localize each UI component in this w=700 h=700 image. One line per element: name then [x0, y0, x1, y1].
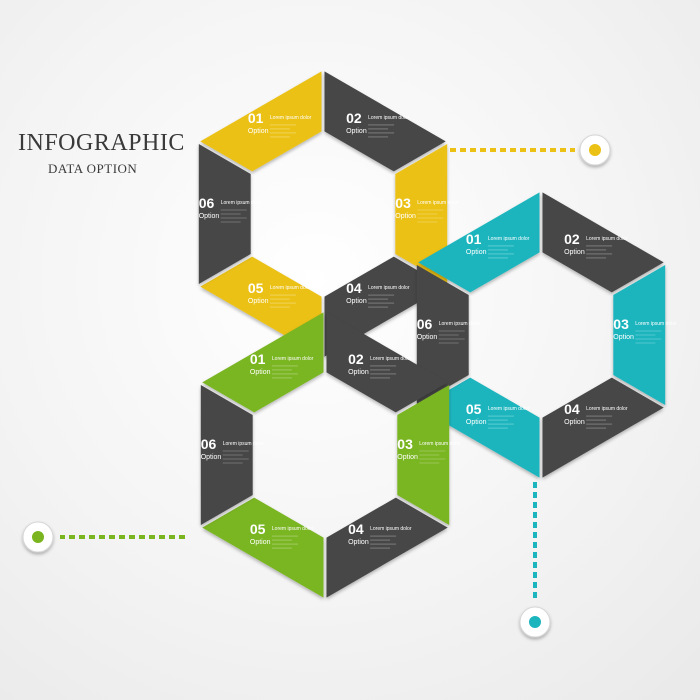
segment-heading: Lorem ipsum dolor — [368, 285, 410, 291]
segment-teal-03[interactable]: 03 Option Lorem ipsum dolor — [613, 265, 677, 405]
segment-heading: Lorem ipsum dolor — [221, 200, 263, 206]
segment-yellow-02[interactable]: 02 Option Lorem ipsum dolor — [324, 71, 446, 172]
segment-shape — [397, 385, 450, 525]
segment-option-label: Option — [250, 539, 271, 546]
connectors-group — [22, 134, 611, 638]
connector-teal — [519, 482, 551, 638]
segment-heading: Lorem ipsum dolor — [488, 406, 530, 412]
segment-number: 05 — [466, 401, 482, 417]
segment-shape — [202, 497, 324, 598]
segment-shape — [324, 71, 446, 172]
segment-shape — [200, 385, 253, 525]
segment-number: 03 — [395, 195, 411, 211]
segment-teal-06[interactable]: 06 Option Lorem ipsum dolor — [417, 265, 481, 405]
segment-teal-02[interactable]: 02 Option Lorem ipsum dolor — [542, 192, 664, 293]
segment-option-label: Option — [564, 419, 585, 426]
segment-heading: Lorem ipsum dolor — [370, 526, 412, 532]
segment-number: 04 — [564, 401, 580, 417]
segment-heading: Lorem ipsum dolor — [272, 356, 314, 362]
segment-option-label: Option — [199, 213, 220, 220]
segment-number: 02 — [348, 351, 364, 367]
segment-option-label: Option — [346, 128, 367, 135]
segment-heading: Lorem ipsum dolor — [419, 441, 461, 447]
segment-option-label: Option — [248, 298, 269, 305]
hexagons-group: 01 Option Lorem ipsum dolor 02 Option Lorem i… — [199, 71, 677, 598]
segment-number: 06 — [201, 436, 217, 452]
segment-green-04[interactable]: 04 Option Lorem ipsum dolor — [326, 497, 448, 598]
segment-green-01[interactable]: 01 Option Lorem ipsum dolor — [202, 312, 324, 413]
connector-marker-dot — [589, 144, 601, 156]
segment-heading: Lorem ipsum dolor — [488, 236, 530, 242]
segment-green-03[interactable]: 03 Option Lorem ipsum dolor — [397, 385, 461, 525]
segment-number: 01 — [466, 231, 482, 247]
segment-shape — [395, 144, 448, 284]
segment-option-label: Option — [613, 334, 634, 341]
segment-heading: Lorem ipsum dolor — [370, 356, 412, 362]
segment-yellow-01[interactable]: 01 Option Lorem ipsum dolor — [200, 71, 322, 172]
segment-heading: Lorem ipsum dolor — [270, 115, 312, 121]
segment-shape — [326, 312, 448, 413]
segment-heading: Lorem ipsum dolor — [586, 406, 628, 412]
segment-yellow-03[interactable]: 03 Option Lorem ipsum dolor — [395, 144, 459, 284]
segment-heading: Lorem ipsum dolor — [635, 321, 677, 327]
segment-teal-01[interactable]: 01 Option Lorem ipsum dolor — [418, 192, 540, 293]
segment-green-02[interactable]: 02 Option Lorem ipsum dolor — [326, 312, 448, 413]
segment-number: 02 — [346, 110, 362, 126]
segment-heading: Lorem ipsum dolor — [270, 285, 312, 291]
segment-option-label: Option — [397, 454, 418, 461]
segment-number: 06 — [199, 195, 215, 211]
segment-teal-04[interactable]: 04 Option Lorem ipsum dolor — [542, 377, 664, 478]
segment-green-06[interactable]: 06 Option Lorem ipsum dolor — [201, 385, 265, 525]
segment-shape — [200, 71, 322, 172]
hexagon-green: 01 Option Lorem ipsum dolor 02 Option Lorem i… — [201, 312, 461, 598]
segment-option-label: Option — [250, 369, 271, 376]
segment-number: 05 — [250, 521, 266, 537]
infographic-title: INFOGRAPHIC — [18, 130, 185, 156]
segment-heading: Lorem ipsum dolor — [272, 526, 314, 532]
segment-number: 04 — [348, 521, 364, 537]
segment-heading: Lorem ipsum dolor — [586, 236, 628, 242]
segment-shape — [198, 144, 251, 284]
segment-option-label: Option — [348, 539, 369, 546]
segment-shape — [542, 192, 664, 293]
segment-option-label: Option — [248, 128, 269, 135]
segment-shape — [416, 265, 469, 405]
segment-shape — [542, 377, 664, 478]
connector-green — [22, 521, 185, 553]
segment-option-label: Option — [395, 213, 416, 220]
segment-heading: Lorem ipsum dolor — [368, 115, 410, 121]
segment-shape — [418, 192, 540, 293]
segment-number: 06 — [417, 316, 433, 332]
segment-option-label: Option — [466, 419, 487, 426]
segment-number: 01 — [250, 351, 266, 367]
segment-shape — [326, 497, 448, 598]
segment-number: 04 — [346, 280, 362, 296]
connector-marker-dot — [529, 616, 541, 628]
segment-option-label: Option — [417, 334, 438, 341]
segment-heading: Lorem ipsum dolor — [439, 321, 481, 327]
segment-option-label: Option — [466, 249, 487, 256]
segment-number: 03 — [613, 316, 629, 332]
connector-marker-dot — [32, 531, 44, 543]
segment-yellow-06[interactable]: 06 Option Lorem ipsum dolor — [199, 144, 263, 284]
infographic-subtitle: DATA OPTION — [48, 161, 138, 176]
connector-yellow — [450, 134, 611, 166]
segment-number: 01 — [248, 110, 264, 126]
segment-heading: Lorem ipsum dolor — [417, 200, 459, 206]
segment-shape — [613, 265, 666, 405]
segment-number: 02 — [564, 231, 580, 247]
segment-number: 05 — [248, 280, 264, 296]
segment-heading: Lorem ipsum dolor — [223, 441, 265, 447]
segment-option-label: Option — [348, 369, 369, 376]
segment-option-label: Option — [564, 249, 585, 256]
segment-shape — [202, 312, 324, 413]
segment-option-label: Option — [201, 454, 222, 461]
segment-green-05[interactable]: 05 Option Lorem ipsum dolor — [202, 497, 324, 598]
segment-number: 03 — [397, 436, 413, 452]
segment-option-label: Option — [346, 298, 367, 305]
hexagon-teal: 01 Option Lorem ipsum dolor 02 Option Lorem i… — [417, 192, 677, 478]
